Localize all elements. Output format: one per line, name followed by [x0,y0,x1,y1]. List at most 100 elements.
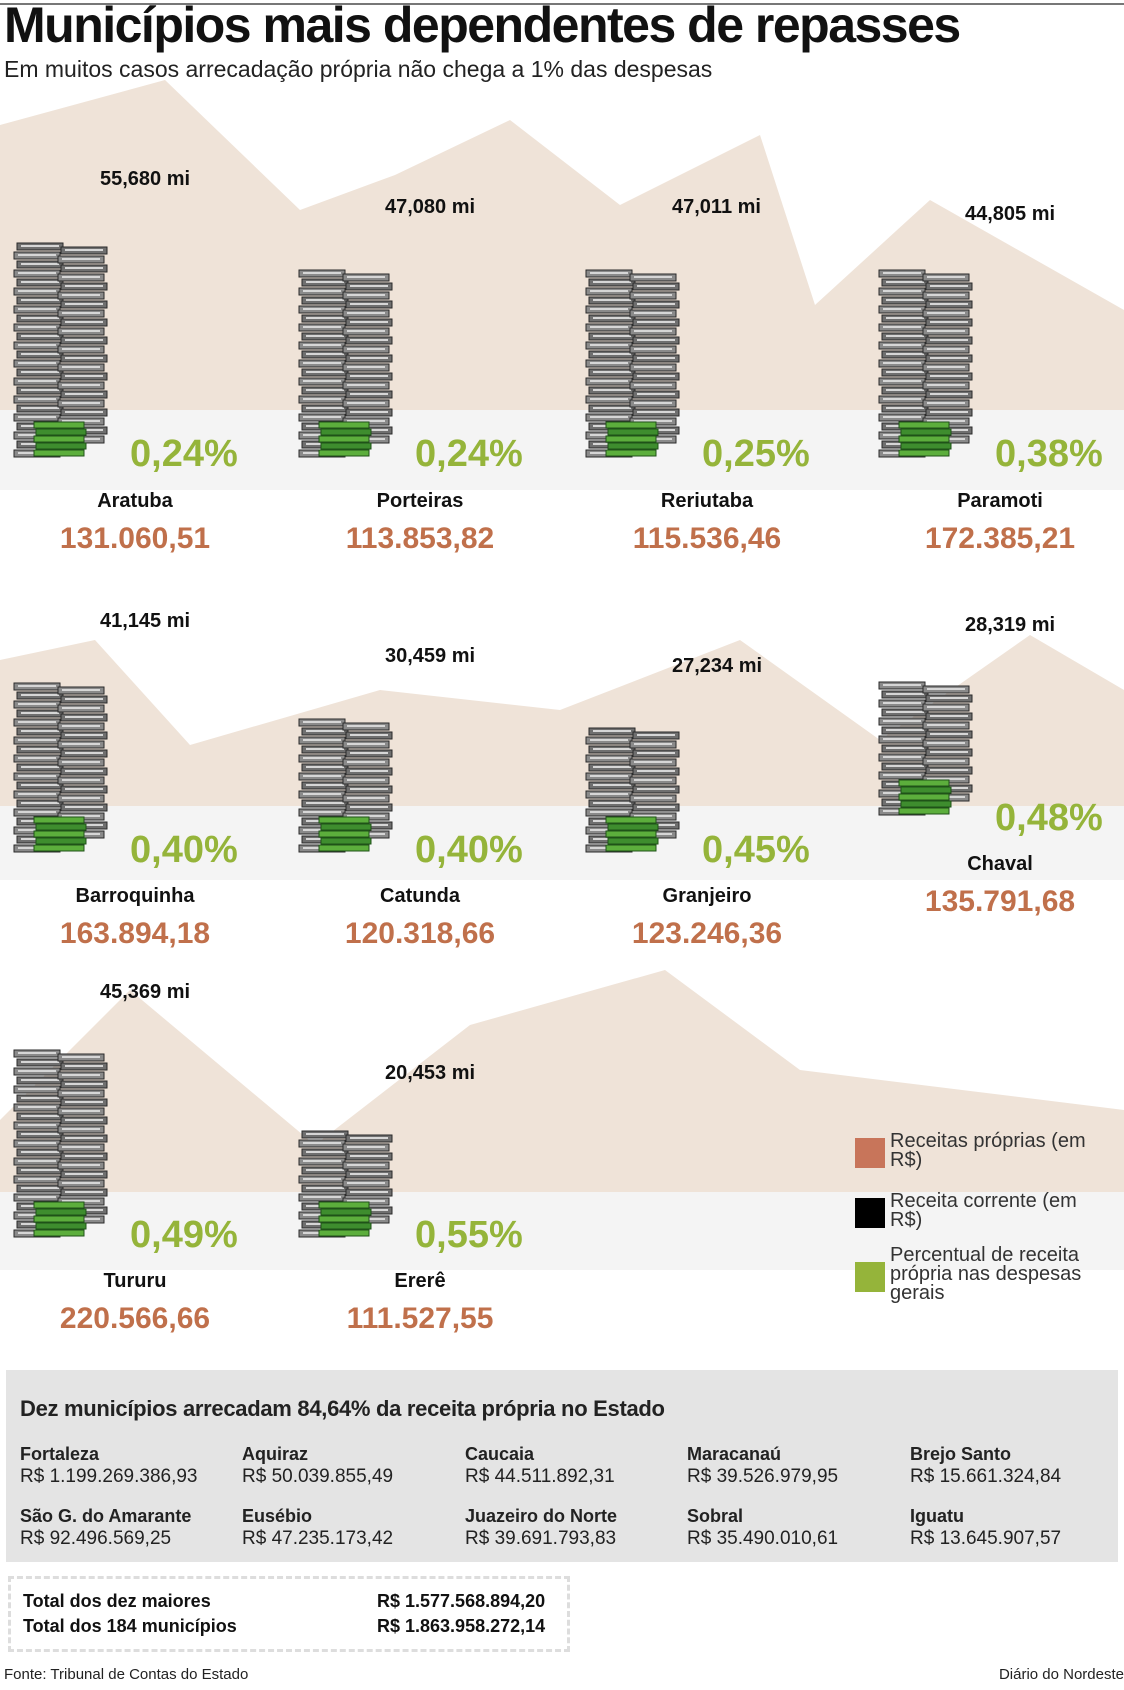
money-stack [293,1116,403,1257]
legend-label-corrente: Receita corrente (em R$) [890,1190,1077,1231]
receitas-proprias-value: 220.566,66 [59,1302,211,1335]
municipio-name: Reriutaba [660,490,754,512]
summary-city-value: R$ 1.199.269.386,93 [20,1466,198,1487]
money-stack-icon [13,242,108,458]
receitas-proprias-value: 172.385,21 [924,522,1076,555]
legend-label-percentual: Percentual de receita própria nas despes… [890,1244,1082,1304]
summary-city-value: R$ 13.645.907,57 [910,1528,1062,1549]
money-stack [8,1035,118,1257]
money-stack [580,250,690,477]
money-stack [8,222,118,477]
total-value-top-ten: R$ 1.577.568.894,20 [377,1591,546,1611]
percentual-label: 0,40% [415,829,523,871]
municipio-name: Catunda [380,885,460,907]
background-band-row-3 [0,970,1124,1270]
receitas-proprias-value: 115.536,46 [632,522,782,555]
summary-city: Caucaia R$ 44.511.892,31 [465,1444,685,1488]
percentual-label: 0,49% [130,1214,238,1256]
money-stack [580,709,690,872]
percentual-label: 0,55% [415,1214,523,1256]
mountain-shape-row-2 [0,635,1124,880]
page-title: Municípios mais dependentes de repasses [4,0,961,53]
summary-title: Dez municípios arrecadam 84,64% da recei… [20,1396,665,1421]
summary-city: Eusébio R$ 47.235.173,42 [242,1506,462,1550]
money-stack-icon [298,718,393,853]
receitas-proprias-value: 113.853,82 [345,522,495,555]
summary-city-name: Iguatu [910,1506,964,1526]
receita-corrente-label: 47,011 mi [672,196,761,218]
receita-corrente-label: 45,369 mi [100,981,191,1003]
municipio-name: Ererê [394,1270,446,1292]
summary-city-value: R$ 39.691.793,83 [465,1528,617,1549]
municipio-name: Porteiras [376,490,464,512]
receita-corrente-label: 44,805 mi [965,203,1056,225]
summary-city-name: Juazeiro do Norte [465,1506,618,1526]
summary-city-value: R$ 50.039.855,49 [242,1466,394,1487]
total-label-top-ten: Total dos dez maiores [23,1591,211,1611]
money-stack-icon [298,1130,393,1238]
summary-city-name: Aquiraz [242,1444,309,1464]
percentual-label: 0,38% [995,433,1103,475]
summary-city-name: Brejo Santo [910,1444,1012,1464]
money-stack-icon [878,681,973,816]
money-stack [293,699,403,872]
footer-credit: Diário do Nordeste [998,1666,1124,1683]
mountain-shape-row-3 [0,970,1124,1270]
summary-city-name: São G. do Amarante [20,1506,192,1526]
total-label-all: Total dos 184 municípios [23,1616,237,1636]
receitas-proprias-value: 120.318,66 [344,917,496,950]
receita-corrente-label: 20,453 mi [385,1062,476,1084]
percentual-label: 0,24% [130,433,238,475]
page-subtitle: Em muitos casos arrecadação própria não … [4,56,713,82]
percentual-label: 0,48% [995,797,1103,839]
percentual-label: 0,24% [415,433,523,475]
summary-city: Fortaleza R$ 1.199.269.386,93 [20,1444,240,1488]
money-stack-icon [13,682,108,853]
summary-city: Maracanaú R$ 39.526.979,95 [687,1444,907,1488]
legend-swatch-corrente [855,1198,885,1228]
receita-corrente-label: 28,319 mi [965,614,1056,636]
money-stack-icon [13,1049,108,1238]
percentual-label: 0,25% [702,433,810,475]
money-stack-icon [585,269,680,458]
receita-corrente-label: 47,080 mi [385,196,476,218]
receitas-proprias-value: 163.894,18 [59,917,211,950]
summary-city-value: R$ 44.511.892,31 [465,1466,615,1487]
legend-label-receitas: Receitas próprias (em R$) [890,1130,1086,1171]
receitas-proprias-value: 131.060,51 [59,522,211,555]
money-stack-icon [298,269,393,458]
summary-city: Brejo Santo R$ 15.661.324,84 [910,1444,1124,1488]
summary-city-name: Caucaia [465,1444,535,1464]
money-stack [873,257,983,477]
summary-city-value: R$ 15.661.324,84 [910,1466,1062,1487]
summary-city-name: Sobral [687,1506,744,1526]
top-rule [0,3,1124,5]
summary-city: Aquiraz R$ 50.039.855,49 [242,1444,462,1488]
municipio-name: Granjeiro [662,885,752,907]
percentual-label: 0,40% [130,829,238,871]
municipio-name: Tururu [103,1270,167,1292]
municipio-name: Paramoti [957,490,1043,512]
summary-city-name: Maracanaú [687,1444,782,1464]
money-stack [8,664,118,872]
money-stack-icon [585,727,680,853]
municipio-name: Barroquinha [75,885,195,907]
summary-city-value: R$ 35.490.010,61 [687,1528,839,1549]
municipio-name: Chaval [967,853,1033,875]
legend-swatch-percentual [855,1262,885,1292]
receitas-proprias-value: 123.246,36 [631,917,783,950]
summary-box: Dez municípios arrecadam 84,64% da recei… [6,1370,1118,1562]
totals-box: Total dos dez maiores R$ 1.577.568.894,2… [8,1576,570,1652]
receita-corrente-label: 30,459 mi [385,645,476,667]
money-stack-icon [878,269,973,458]
receitas-proprias-value: 135.791,68 [924,885,1076,918]
legend-swatch-receitas [855,1138,885,1168]
summary-city-value: R$ 92.496.569,25 [20,1528,172,1549]
summary-city-name: Fortaleza [20,1444,100,1464]
summary-city-value: R$ 47.235.173,42 [242,1528,394,1549]
footer-source: Fonte: Tribunal de Contas do Estado [4,1666,249,1683]
municipio-name: Aratuba [97,490,173,512]
receita-corrente-label: 55,680 mi [100,168,191,190]
money-stack [873,668,983,835]
